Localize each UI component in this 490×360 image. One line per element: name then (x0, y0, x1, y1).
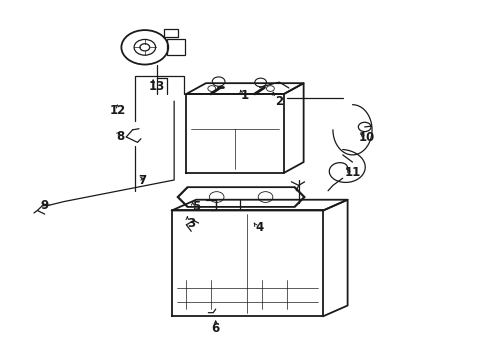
Text: 11: 11 (344, 166, 361, 179)
Text: 13: 13 (149, 80, 165, 93)
Text: 2: 2 (275, 95, 283, 108)
Bar (164, 30, 178, 37)
Text: 6: 6 (212, 322, 220, 335)
Text: 5: 5 (192, 201, 200, 213)
Text: 8: 8 (116, 130, 124, 144)
Text: 9: 9 (41, 199, 49, 212)
Text: 4: 4 (255, 221, 264, 234)
Text: 10: 10 (359, 131, 375, 144)
Text: 1: 1 (241, 89, 249, 102)
Text: 3: 3 (187, 216, 196, 230)
Text: 12: 12 (110, 104, 126, 117)
Text: 7: 7 (138, 174, 147, 186)
Bar (167, 40, 185, 55)
